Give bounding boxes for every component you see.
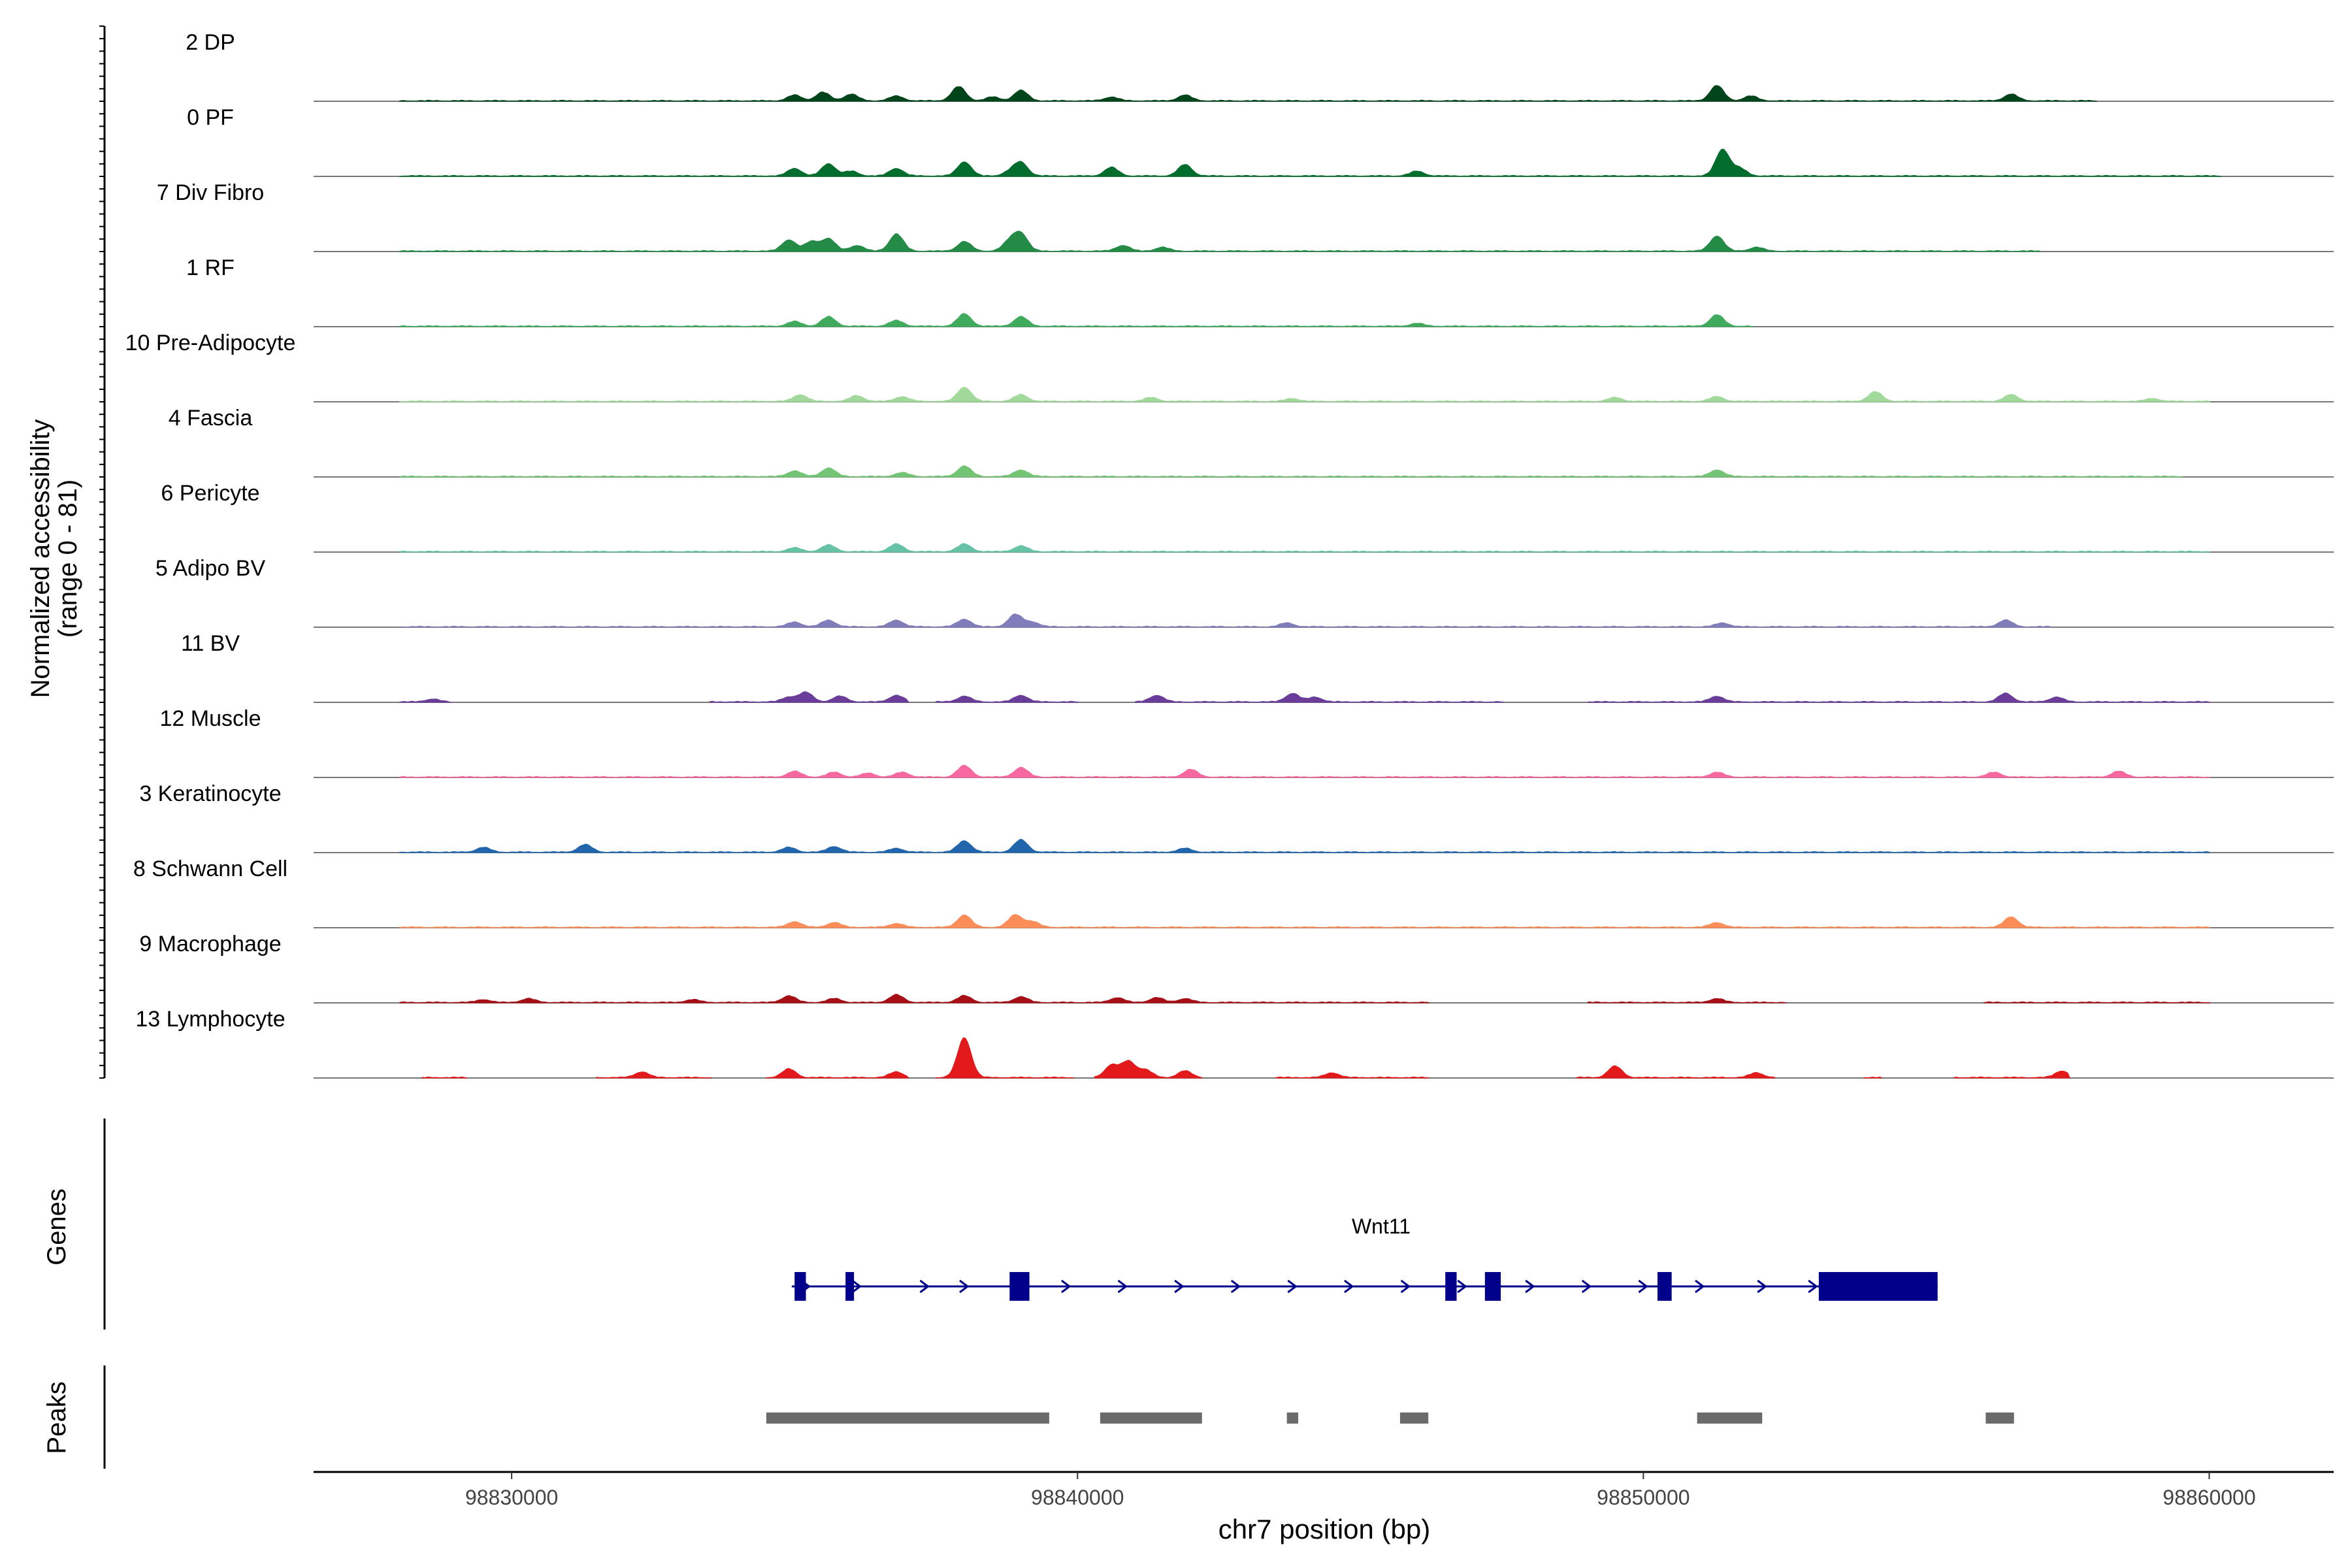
gene-exon — [1484, 1272, 1501, 1301]
peak-region — [1100, 1413, 1202, 1424]
gene-exon — [794, 1272, 806, 1301]
x-axis: 98830000 98840000 98850000 98860000 — [314, 1471, 2334, 1509]
track-14: 13 Lymphocyte — [135, 1007, 2334, 1079]
track-13: 9 Macrophage — [139, 932, 2334, 1004]
track-label: 13 Lymphocyte — [135, 1007, 285, 1032]
gene-exon — [1009, 1272, 1030, 1301]
peaks-panel-label: Peaks — [42, 1381, 71, 1454]
track-4: 1 RF — [186, 255, 2334, 327]
genes-panel-label: Genes — [42, 1188, 71, 1266]
gene-strand-arrow — [919, 1279, 930, 1294]
track-8: 5 Adipo BV — [155, 556, 2334, 628]
x-axis-tick-label: 98860000 — [2163, 1486, 2255, 1509]
gene-strand-arrow — [1174, 1279, 1184, 1294]
track-coverage-area — [421, 1037, 2071, 1079]
track-label: 1 RF — [186, 255, 235, 280]
track-coverage-area — [399, 613, 2052, 628]
track-coverage-area — [399, 839, 2211, 853]
track-label: 0 PF — [187, 105, 234, 130]
track-coverage-area — [399, 85, 2098, 102]
gene-exon — [1445, 1272, 1457, 1301]
track-coverage-area — [399, 313, 1754, 327]
track-coverage-area — [399, 543, 2211, 553]
track-label: 4 Fascia — [169, 406, 253, 431]
gene-strand-arrow — [1638, 1279, 1648, 1294]
track-6: 4 Fascia — [169, 406, 2334, 478]
track-coverage-area — [399, 994, 2211, 1004]
track-3: 7 Div Fibro — [157, 180, 2334, 252]
x-axis-tick-label: 98850000 — [1597, 1486, 1690, 1509]
track-9: 11 BV — [181, 631, 2334, 703]
gene-exon — [1658, 1272, 1672, 1301]
track-coverage-area — [399, 148, 2222, 177]
genes-panel — [103, 1119, 1938, 1330]
x-axis-tick-label: 98830000 — [465, 1486, 558, 1509]
gene-strand-arrow — [1400, 1279, 1411, 1294]
track-coverage-area — [399, 465, 2183, 478]
peaks-panel — [103, 1365, 2014, 1469]
track-12: 8 Schwann Cell — [133, 857, 2334, 928]
track-label: 5 Adipo BV — [155, 556, 266, 581]
track-label: 6 Pericyte — [161, 481, 259, 506]
gene-strand-arrow — [1695, 1279, 1705, 1294]
gene-strand-arrow — [1457, 1279, 1467, 1294]
gene-strand-arrow — [1287, 1279, 1298, 1294]
track-coverage-area — [399, 387, 2211, 402]
gene-exon — [1818, 1272, 1938, 1301]
gene-strand-arrow — [1061, 1279, 1071, 1294]
peak-region — [766, 1413, 1049, 1424]
peak-region — [1697, 1413, 1763, 1424]
gene-strand-arrow — [1117, 1279, 1128, 1294]
gene-name-label: Wnt11 — [1352, 1215, 1411, 1238]
track-label: 12 Muscle — [160, 706, 261, 731]
track-11: 3 Keratinocyte — [139, 781, 2334, 853]
y-axis-label-line2: (range 0 - 81) — [54, 480, 82, 638]
track-7: 6 Pericyte — [161, 481, 2334, 553]
gene-strand-arrow — [851, 1279, 862, 1294]
y-axis-label-line1: Normalized accessibility — [26, 419, 55, 698]
track-2: 0 PF — [187, 105, 2334, 177]
gene-exon — [845, 1272, 855, 1301]
gene-strand-arrow — [1581, 1279, 1592, 1294]
track-10: 12 Muscle — [160, 706, 2334, 778]
track-coverage-area — [399, 231, 2041, 252]
gene-strand-arrow — [1808, 1279, 1818, 1294]
track-1: 2 DP — [186, 30, 2334, 102]
coverage-tracks: 2 DP 0 PF 7 Div Fibro 1 RF 10 Pre-Adipocyte 4… — [99, 25, 2334, 1079]
track-label: 2 DP — [186, 30, 235, 55]
track-label: 3 Keratinocyte — [139, 781, 281, 806]
peak-region — [1985, 1413, 2014, 1424]
gene-strand-arrow — [959, 1279, 970, 1294]
gene-strand-arrow — [1757, 1279, 1767, 1294]
track-5: 10 Pre-Adipocyte — [125, 331, 2334, 402]
x-axis-tick-label: 98840000 — [1031, 1486, 1124, 1509]
peak-region — [1286, 1413, 1299, 1424]
x-axis-label: chr7 position (bp) — [1218, 1514, 1431, 1544]
track-label: 10 Pre-Adipocyte — [125, 331, 296, 355]
track-label: 7 Div Fibro — [157, 180, 264, 205]
track-coverage-area — [399, 764, 2211, 778]
track-label: 9 Macrophage — [139, 932, 281, 956]
track-coverage-area — [399, 914, 2211, 928]
peak-region — [1399, 1413, 1429, 1424]
track-label: 11 BV — [181, 631, 240, 656]
gene-strand-arrow — [1525, 1279, 1535, 1294]
gene-strand-arrow — [1230, 1279, 1241, 1294]
track-coverage-area — [399, 691, 2211, 703]
track-label: 8 Schwann Cell — [133, 857, 287, 881]
gene-strand-arrow — [1344, 1279, 1354, 1294]
